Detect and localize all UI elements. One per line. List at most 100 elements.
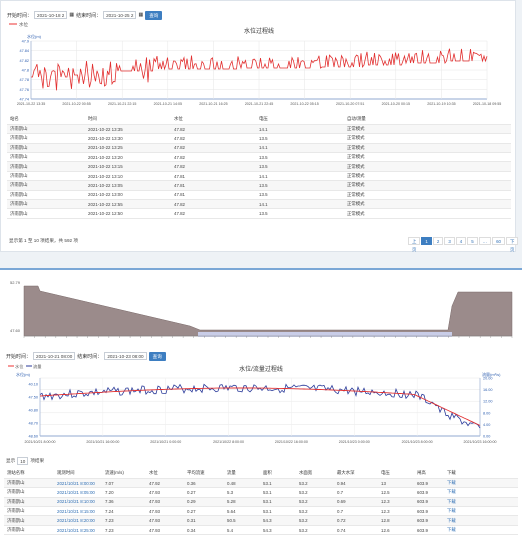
table-cell: 0.27 [184, 487, 224, 498]
x-tick-label: 2021-10-18 09:55 [473, 102, 501, 106]
page-button[interactable]: 5 [467, 237, 478, 245]
page-button[interactable]: 下页 [505, 237, 519, 252]
table-cell: 12.6 [378, 525, 414, 536]
col-header[interactable]: 电压 [378, 469, 414, 479]
page-button[interactable]: 60 [492, 237, 505, 245]
table-cell: 603.9 [414, 515, 444, 526]
y-unit-label: 水位(m) [27, 33, 42, 39]
table-cell: 2021-10-22 13:35 [85, 124, 171, 135]
x-tick-label: 2021-10-22 13:35 [17, 102, 45, 106]
start-date-input[interactable]: 2021-10-21 08:00 [33, 352, 76, 360]
table-cell[interactable]: 2021/10/21 8:20:00 [54, 515, 102, 526]
table-cell: 47.82 [171, 152, 256, 163]
date-filter-bar: 开始时间： 2021-10-21 08:00 结束时间： 2021-10-23 … [6, 351, 166, 361]
overview-selection[interactable] [198, 332, 452, 337]
table-row: 济南鹊山 2021-10-22 12:55 47.82 14.1 正常模式 [7, 199, 511, 210]
page-button[interactable]: 1 [421, 237, 432, 245]
calendar-icon[interactable]: ▦ [138, 12, 144, 18]
start-label: 开始时间： [7, 12, 33, 19]
col-header[interactable]: 观测时间 [54, 469, 102, 479]
query-button[interactable]: 查询 [145, 10, 163, 20]
table-cell: 603.9 [414, 506, 444, 517]
x-tick-label: 2021-10-21 14:05 [154, 102, 182, 106]
y-left-tick: 48.70 [28, 422, 38, 426]
page-button[interactable]: … [478, 237, 492, 245]
table-cell: 13.5 [256, 180, 344, 191]
download-link[interactable]: 下载 [444, 515, 518, 526]
table-cell[interactable]: 2021/10/21 8:05:00 [54, 487, 102, 498]
table-cell: 济南鹊山 [7, 208, 85, 219]
x-tick-label: 2021/10/23 0:00:00 [339, 440, 370, 444]
table-cell: 47.92 [146, 478, 184, 489]
table-cell: 54.3 [260, 525, 296, 536]
chart-title: 水位过程线 [244, 27, 274, 35]
table-row: 济南鹊山 2021/10/21 8:25:00 7.23 47.93 0.34 5.4 54… [4, 525, 518, 536]
col-header[interactable]: 站名 [7, 115, 85, 125]
legend-level: 水位 [15, 363, 23, 369]
download-link[interactable]: 下载 [444, 487, 518, 498]
col-header[interactable]: 下载 [444, 469, 518, 479]
col-header[interactable]: 时间 [85, 115, 171, 125]
calendar-icon[interactable]: ▦ [69, 12, 75, 18]
table-cell: 47.93 [146, 525, 184, 536]
table-cell: 0.36 [184, 478, 224, 489]
table-cell[interactable]: 2021/10/21 8:15:00 [54, 506, 102, 517]
download-link[interactable]: 下载 [444, 497, 518, 508]
col-header[interactable]: 水位 [146, 469, 184, 479]
table-cell: 13 [378, 478, 414, 489]
table-cell[interactable]: 2021/10/21 8:00:00 [54, 478, 102, 489]
download-link[interactable]: 下载 [444, 525, 518, 536]
download-link[interactable]: 下载 [444, 506, 518, 517]
col-header[interactable]: 闸高 [414, 469, 444, 479]
overview-area-chart: 52.79 47.60 [10, 280, 513, 338]
col-header[interactable]: 电压 [256, 115, 344, 125]
x-tick-label: 2021/10/22 8:00:00 [213, 440, 244, 444]
page-button[interactable]: 4 [455, 237, 467, 245]
y-right-tick: 16.00 [483, 388, 493, 392]
table-cell: 47.82 [171, 208, 256, 219]
table-cell: 2021-10-22 13:25 [85, 143, 171, 154]
col-header[interactable]: 平均流速 [184, 469, 224, 479]
table-cell: 603.9 [414, 497, 444, 508]
table-cell: 济南鹊山 [7, 133, 85, 144]
query-button[interactable]: 查询 [148, 351, 166, 361]
table-cell[interactable]: 2021/10/21 8:10:00 [54, 497, 102, 508]
x-tick-label: 2021-10-20 00:15 [382, 102, 410, 106]
table-row: 济南鹊山 2021/10/21 8:20:00 7.23 47.93 0.31 50.5 5… [4, 515, 518, 526]
end-date-input[interactable]: 2021-10-25 2 [103, 11, 137, 19]
y-tick-label: 47.9 [22, 40, 29, 44]
col-header[interactable]: 水面宽 [296, 469, 334, 479]
col-header[interactable]: 面积 [260, 469, 296, 479]
col-header[interactable]: 自动/测量 [344, 115, 511, 125]
start-date-input[interactable]: 2021-10-18 2 [34, 11, 68, 19]
page-size-select[interactable]: 10 [17, 457, 29, 465]
col-header[interactable]: 水位 [171, 115, 256, 125]
y-right-tick: 4.00 [483, 423, 490, 427]
table-cell: 53.2 [296, 525, 334, 536]
table-row: 济南鹊山 2021-10-22 13:20 47.82 13.5 正常模式 [7, 152, 511, 163]
table-cell[interactable]: 2021/10/21 8:25:00 [54, 525, 102, 536]
y-tick-label: 47.84 [19, 49, 29, 53]
end-date-input[interactable]: 2021-10-23 08:00 [104, 352, 147, 360]
col-header[interactable]: 最大水深 [334, 469, 378, 479]
table-cell: 47.82 [171, 133, 256, 144]
page-button[interactable]: 3 [444, 237, 455, 245]
table-cell: 53.2 [296, 506, 334, 517]
table-cell: 54.3 [260, 515, 296, 526]
table-cell: 13.5 [256, 161, 344, 172]
col-header[interactable]: 流量 [224, 469, 260, 479]
table-cell: 47.81 [171, 171, 256, 182]
page-button[interactable]: 上页 [408, 237, 421, 252]
table-cell: 济南鹊山 [7, 124, 85, 135]
table-cell: 济南鹊山 [7, 190, 85, 201]
table-cell: 47.82 [171, 199, 256, 210]
download-link[interactable]: 下载 [444, 478, 518, 489]
table-cell: 53.2 [296, 478, 334, 489]
col-header[interactable]: 流速(m/s) [102, 469, 146, 479]
page-button[interactable]: 2 [432, 237, 444, 245]
y-tick-label: 47.8 [22, 69, 29, 73]
table-header-row: 站名 时间 水位 电压 自动/测量 [7, 115, 511, 125]
table-cell: 2021-10-22 13:05 [85, 180, 171, 191]
table-cell: 603.9 [414, 487, 444, 498]
col-header[interactable]: 测站名称 [4, 469, 54, 479]
